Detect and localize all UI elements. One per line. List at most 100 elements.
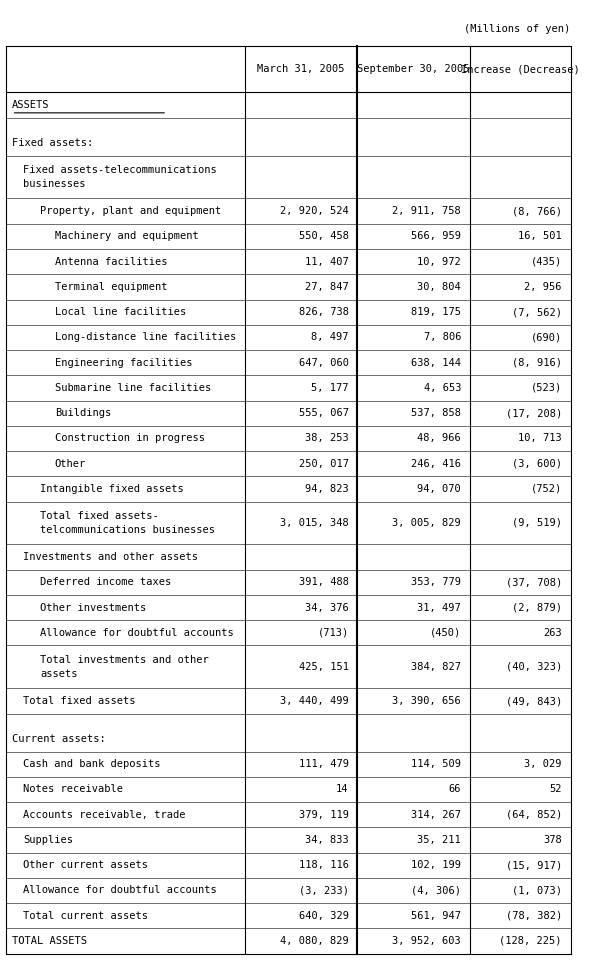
Text: 819, 175: 819, 175 <box>411 307 461 317</box>
Text: 250, 017: 250, 017 <box>298 458 349 469</box>
Text: 27, 847: 27, 847 <box>305 282 349 292</box>
Text: 3, 952, 603: 3, 952, 603 <box>392 936 461 946</box>
Text: TOTAL ASSETS: TOTAL ASSETS <box>12 936 86 946</box>
Text: Notes receivable: Notes receivable <box>23 784 123 794</box>
Text: (8, 916): (8, 916) <box>512 358 562 368</box>
Text: Allowance for doubtful accounts: Allowance for doubtful accounts <box>23 885 217 895</box>
Text: (49, 843): (49, 843) <box>506 696 562 706</box>
Text: (523): (523) <box>531 383 562 393</box>
Text: Total current assets: Total current assets <box>23 911 148 920</box>
Text: (8, 766): (8, 766) <box>512 206 562 216</box>
Text: 826, 738: 826, 738 <box>298 307 349 317</box>
Text: 102, 199: 102, 199 <box>411 860 461 870</box>
Text: 3, 390, 656: 3, 390, 656 <box>392 696 461 706</box>
Text: 38, 253: 38, 253 <box>305 433 349 444</box>
Text: 35, 211: 35, 211 <box>417 835 461 845</box>
Text: Total fixed assets: Total fixed assets <box>23 696 135 706</box>
Text: 425, 151: 425, 151 <box>298 662 349 672</box>
Text: 566, 959: 566, 959 <box>411 232 461 241</box>
Text: Other: Other <box>55 458 86 469</box>
Text: (17, 208): (17, 208) <box>506 408 562 418</box>
Text: 2, 920, 524: 2, 920, 524 <box>280 206 349 216</box>
Text: 10, 972: 10, 972 <box>417 257 461 267</box>
Text: 384, 827: 384, 827 <box>411 662 461 672</box>
Text: (450): (450) <box>430 628 461 638</box>
Text: Cash and bank deposits: Cash and bank deposits <box>23 759 161 769</box>
Text: Local line facilities: Local line facilities <box>55 307 186 317</box>
Text: 118, 116: 118, 116 <box>298 860 349 870</box>
Text: Increase (Decrease): Increase (Decrease) <box>461 64 579 74</box>
Text: 52: 52 <box>550 784 562 794</box>
Text: Other investments: Other investments <box>40 602 147 613</box>
Text: (3, 233): (3, 233) <box>298 885 349 895</box>
Text: 353, 779: 353, 779 <box>411 577 461 588</box>
Text: Terminal equipment: Terminal equipment <box>55 282 167 292</box>
Text: 537, 858: 537, 858 <box>411 408 461 418</box>
Text: 2, 911, 758: 2, 911, 758 <box>392 206 461 216</box>
Text: 378: 378 <box>543 835 562 845</box>
Text: businesses: businesses <box>23 179 86 189</box>
Text: 66: 66 <box>449 784 461 794</box>
Text: Supplies: Supplies <box>23 835 73 845</box>
Text: ASSETS: ASSETS <box>12 100 49 110</box>
Text: 640, 329: 640, 329 <box>298 911 349 920</box>
Text: Other current assets: Other current assets <box>23 860 148 870</box>
Text: 11, 407: 11, 407 <box>305 257 349 267</box>
Text: 16, 501: 16, 501 <box>518 232 562 241</box>
Text: 8, 497: 8, 497 <box>311 333 349 342</box>
Text: 34, 833: 34, 833 <box>305 835 349 845</box>
Text: (2, 879): (2, 879) <box>512 602 562 613</box>
Text: 31, 497: 31, 497 <box>417 602 461 613</box>
Text: 3, 029: 3, 029 <box>524 759 562 769</box>
Text: Construction in progress: Construction in progress <box>55 433 204 444</box>
Text: (3, 600): (3, 600) <box>512 458 562 469</box>
Text: Fixed assets-telecommunications: Fixed assets-telecommunications <box>23 165 217 175</box>
Text: 2, 956: 2, 956 <box>524 282 562 292</box>
Text: 3, 015, 348: 3, 015, 348 <box>280 518 349 528</box>
Text: 7, 806: 7, 806 <box>424 333 461 342</box>
Text: 561, 947: 561, 947 <box>411 911 461 920</box>
Text: telcommunications businesses: telcommunications businesses <box>40 524 215 535</box>
Text: Allowance for doubtful accounts: Allowance for doubtful accounts <box>40 628 234 638</box>
Text: Fixed assets:: Fixed assets: <box>12 138 93 148</box>
Text: 94, 823: 94, 823 <box>305 484 349 494</box>
Text: (37, 708): (37, 708) <box>506 577 562 588</box>
Text: Current assets:: Current assets: <box>12 734 105 744</box>
Text: 5, 177: 5, 177 <box>311 383 349 393</box>
Text: 550, 458: 550, 458 <box>298 232 349 241</box>
Text: Long-distance line facilities: Long-distance line facilities <box>55 333 236 342</box>
Text: (713): (713) <box>317 628 349 638</box>
Text: Total fixed assets-: Total fixed assets- <box>40 511 159 522</box>
Text: (7, 562): (7, 562) <box>512 307 562 317</box>
Text: 246, 416: 246, 416 <box>411 458 461 469</box>
Text: Buildings: Buildings <box>55 408 111 418</box>
Text: (435): (435) <box>531 257 562 267</box>
Text: September 30, 2005: September 30, 2005 <box>357 64 470 74</box>
Text: Accounts receivable, trade: Accounts receivable, trade <box>23 810 186 819</box>
Text: 30, 804: 30, 804 <box>417 282 461 292</box>
Text: 391, 488: 391, 488 <box>298 577 349 588</box>
Text: 4, 653: 4, 653 <box>424 383 461 393</box>
Text: 647, 060: 647, 060 <box>298 358 349 368</box>
Text: 3, 005, 829: 3, 005, 829 <box>392 518 461 528</box>
Text: 4, 080, 829: 4, 080, 829 <box>280 936 349 946</box>
Text: (64, 852): (64, 852) <box>506 810 562 819</box>
Text: 314, 267: 314, 267 <box>411 810 461 819</box>
Text: 114, 509: 114, 509 <box>411 759 461 769</box>
Text: (128, 225): (128, 225) <box>499 936 562 946</box>
Text: March 31, 2005: March 31, 2005 <box>257 64 345 74</box>
Text: Submarine line facilities: Submarine line facilities <box>55 383 211 393</box>
Text: Deferred income taxes: Deferred income taxes <box>40 577 171 588</box>
Text: (Millions of yen): (Millions of yen) <box>465 24 570 34</box>
Text: 111, 479: 111, 479 <box>298 759 349 769</box>
Text: Total investments and other: Total investments and other <box>40 655 209 666</box>
Text: (4, 306): (4, 306) <box>411 885 461 895</box>
Text: (15, 917): (15, 917) <box>506 860 562 870</box>
Text: 379, 119: 379, 119 <box>298 810 349 819</box>
Text: assets: assets <box>40 668 78 679</box>
Text: 94, 070: 94, 070 <box>417 484 461 494</box>
Text: 48, 966: 48, 966 <box>417 433 461 444</box>
Text: Machinery and equipment: Machinery and equipment <box>55 232 199 241</box>
Text: (9, 519): (9, 519) <box>512 518 562 528</box>
Text: 638, 144: 638, 144 <box>411 358 461 368</box>
